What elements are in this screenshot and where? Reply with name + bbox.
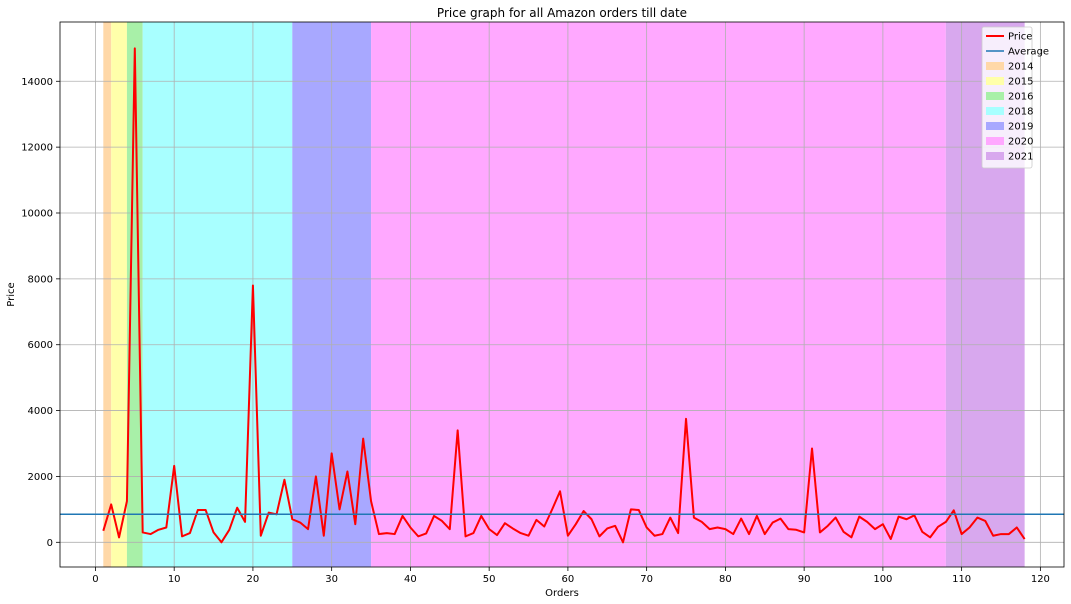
x-tick-label: 50 bbox=[483, 574, 496, 585]
year-band-2020 bbox=[371, 22, 946, 567]
year-bands bbox=[103, 22, 1025, 567]
y-axis-label: Price bbox=[6, 282, 17, 306]
x-tick-label: 80 bbox=[719, 574, 732, 585]
x-tick-label: 110 bbox=[952, 574, 971, 585]
x-axis-ticks: 0 10 20 30 40 50 60 70 80 90 100 110 120 bbox=[92, 567, 1050, 585]
legend-marker bbox=[986, 77, 1004, 85]
series-layer bbox=[60, 47, 1064, 544]
legend-label: 2021 bbox=[1008, 152, 1033, 163]
y-tick-label: 2000 bbox=[28, 472, 53, 483]
legend-marker bbox=[986, 122, 1004, 130]
plot-frame bbox=[59, 21, 1065, 568]
legend: Price Average 2014 2015 2016 2018 2019 2020 2021 bbox=[981, 26, 1049, 169]
x-tick-label: 90 bbox=[798, 574, 811, 585]
legend-label: 2014 bbox=[1008, 62, 1033, 73]
y-tick-label: 12000 bbox=[21, 143, 53, 154]
x-axis-label: Orders bbox=[545, 588, 579, 599]
chart-title: Price graph for all Amazon orders till d… bbox=[437, 6, 687, 20]
x-tick-label: 40 bbox=[404, 574, 417, 585]
legend-label: 2018 bbox=[1008, 107, 1033, 118]
legend-label: 2019 bbox=[1008, 122, 1033, 133]
y-tick-label: 14000 bbox=[21, 77, 53, 88]
x-tick-label: 100 bbox=[873, 574, 892, 585]
legend-label: Price bbox=[1008, 32, 1032, 43]
y-tick-label: 8000 bbox=[28, 274, 53, 285]
legend-label: 2016 bbox=[1008, 92, 1033, 103]
year-band-2015 bbox=[111, 22, 127, 567]
x-tick-label: 10 bbox=[168, 574, 181, 585]
y-tick-label: 6000 bbox=[28, 340, 53, 351]
price-line bbox=[102, 47, 1026, 544]
y-tick-label: 10000 bbox=[21, 208, 53, 219]
year-band-2014 bbox=[103, 22, 112, 567]
x-tick-label: 30 bbox=[325, 574, 338, 585]
legend-label: 2020 bbox=[1008, 137, 1033, 148]
grid-lines bbox=[60, 22, 1064, 567]
y-tick-label: 4000 bbox=[28, 406, 53, 417]
x-tick-label: 60 bbox=[562, 574, 575, 585]
legend-marker bbox=[986, 107, 1004, 115]
x-tick-label: 120 bbox=[1031, 574, 1050, 585]
x-tick-label: 20 bbox=[247, 574, 260, 585]
legend-label: Average bbox=[1008, 47, 1049, 58]
legend-label: 2015 bbox=[1008, 77, 1033, 88]
y-axis-ticks: 0 2000 4000 6000 8000 10000 12000 14000 bbox=[21, 77, 60, 549]
legend-marker bbox=[986, 152, 1004, 160]
legend-marker bbox=[986, 137, 1004, 145]
x-tick-label: 0 bbox=[92, 574, 98, 585]
year-band-2018 bbox=[142, 22, 293, 567]
year-band-2016 bbox=[126, 22, 143, 567]
legend-marker bbox=[986, 92, 1004, 100]
legend-marker bbox=[986, 62, 1004, 70]
x-tick-label: 70 bbox=[640, 574, 653, 585]
y-tick-label: 0 bbox=[47, 538, 53, 549]
